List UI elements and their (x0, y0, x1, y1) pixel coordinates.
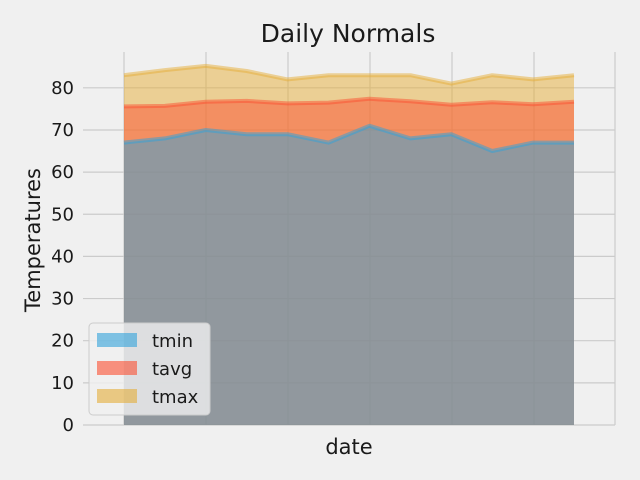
series-lines (123, 63, 575, 153)
legend-swatch-tmax (97, 389, 137, 403)
line-tavg (123, 96, 575, 109)
legend-label-tavg: tavg (152, 359, 192, 380)
series-areas (124, 65, 574, 426)
y-tick-label-30: 30 (51, 289, 74, 310)
line-tmax (123, 63, 575, 86)
legend-label-tmin: tmin (152, 331, 193, 352)
y-tick-label-40: 40 (51, 246, 74, 267)
legend-swatch-tmin (97, 333, 137, 347)
x-axis-label: date (325, 435, 372, 459)
y-tick-label-60: 60 (51, 162, 74, 183)
area-tmin (124, 125, 574, 426)
legend: tmin tavg tmax (88, 322, 211, 416)
y-tick-label-80: 80 (51, 78, 74, 99)
line-tmin (123, 123, 574, 153)
y-tick-label-0: 0 (63, 415, 74, 436)
y-tick-label-50: 50 (51, 204, 74, 225)
y-tick-label-10: 10 (51, 373, 74, 394)
y-tick-labels: 0 10 20 30 40 50 60 70 80 (51, 78, 74, 436)
legend-swatch-tavg (97, 361, 137, 375)
y-tick-label-20: 20 (51, 331, 74, 352)
chart-title: Daily Normals (261, 19, 436, 48)
y-tick-label-70: 70 (51, 120, 74, 141)
y-axis-label: Temperatures (21, 168, 45, 313)
legend-label-tmax: tmax (152, 387, 199, 408)
